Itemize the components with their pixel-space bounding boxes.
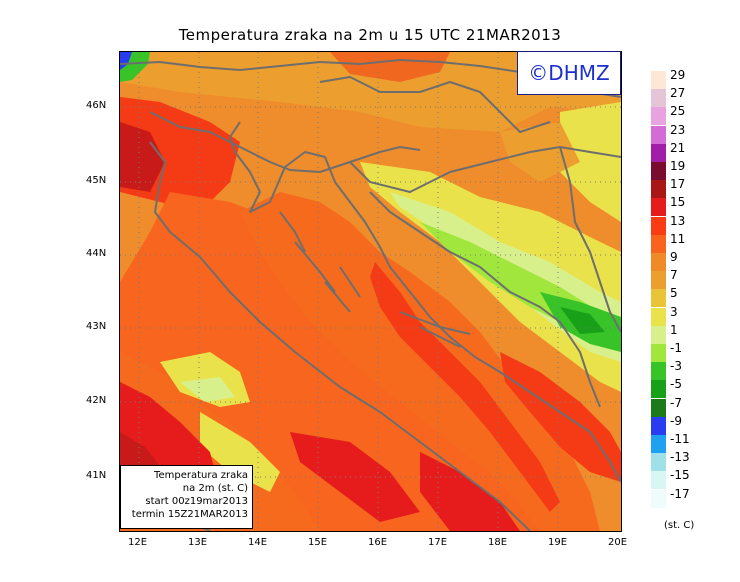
croatia-bosnia-border xyxy=(369,191,601,408)
legend-label: -11 xyxy=(670,432,690,446)
coastline-borders xyxy=(120,59,621,531)
info-start-time: start 00z19mar2013 xyxy=(145,496,248,507)
lon-label: 12E xyxy=(128,537,148,548)
legend-label: 7 xyxy=(670,268,678,283)
bosnia-colder-patch xyxy=(560,307,605,334)
legend-units: (st. C) xyxy=(664,520,695,531)
forecast-info-box: Temperatura zraka na 2m (st. C) start 00… xyxy=(120,465,253,529)
lon-label: 20E xyxy=(608,537,628,548)
legend-label: 13 xyxy=(670,213,686,228)
lon-label: 14E xyxy=(248,537,268,548)
dhmz-logo: ©DHMZ xyxy=(517,51,621,95)
legend-swatch xyxy=(651,271,666,290)
italian-coastline xyxy=(149,141,531,531)
legend-swatch xyxy=(651,362,666,381)
legend-swatch xyxy=(651,416,666,435)
lat-label: 42N xyxy=(86,395,107,406)
legend-swatch xyxy=(651,325,666,344)
legend-label: 27 xyxy=(670,86,686,101)
legend-label: -9 xyxy=(670,413,682,428)
info-valid-time: termin 15Z21MAR2013 xyxy=(131,509,248,520)
legend-swatch xyxy=(651,453,666,472)
lat-label: 44N xyxy=(86,248,107,259)
legend-swatch xyxy=(651,253,666,271)
north-cool-field xyxy=(120,52,621,132)
croatian-coastline xyxy=(234,151,621,483)
legend-swatch xyxy=(651,380,666,399)
legend-swatch xyxy=(651,162,666,180)
legend-swatch xyxy=(651,216,666,235)
legend-label: -1 xyxy=(670,341,682,355)
info-variable: na 2m (st. C) xyxy=(182,483,248,494)
legend-swatch xyxy=(651,289,666,308)
legend-label: 5 xyxy=(670,286,678,301)
alpine-blue-patch xyxy=(120,52,132,70)
legend-swatch xyxy=(651,471,666,490)
hungary-border xyxy=(319,76,551,133)
southern-islands xyxy=(399,311,471,348)
slavonia-field xyxy=(500,122,580,182)
legend-label: -3 xyxy=(670,359,682,374)
legend-label: -17 xyxy=(670,486,690,501)
legend-swatch xyxy=(651,489,666,508)
legend-label: 21 xyxy=(670,140,686,155)
legend-label: 11 xyxy=(670,231,686,246)
legend-swatch xyxy=(651,398,666,417)
legend-label: 29 xyxy=(670,68,686,82)
legend-label: -7 xyxy=(670,395,682,410)
legend-swatch xyxy=(651,89,666,108)
info-product: Temperatura zraka xyxy=(154,470,248,481)
legend-label: -5 xyxy=(670,377,682,392)
legend-label: 9 xyxy=(670,250,678,264)
south-adriatic-hot xyxy=(420,452,520,531)
italy-mountain-lightgreen xyxy=(180,377,235,402)
map-title: Temperatura zraka na 2m u 15 UTC 21MAR20… xyxy=(178,26,562,44)
temperature-map xyxy=(119,51,622,532)
legend-label: 19 xyxy=(670,159,686,173)
dalmatian-islands xyxy=(279,211,361,313)
istria-border xyxy=(229,121,241,153)
legend-label: 3 xyxy=(670,304,678,319)
legend-label: 23 xyxy=(670,122,686,137)
north-warm-patch xyxy=(330,52,450,82)
legend-label: 1 xyxy=(670,322,678,337)
legend-label: 17 xyxy=(670,177,686,192)
legend-swatch xyxy=(651,344,666,362)
legend-swatch xyxy=(651,307,666,326)
lon-label: 15E xyxy=(308,537,328,548)
italy-south-yellow xyxy=(200,412,280,492)
legend-label: 15 xyxy=(670,195,686,210)
legend-swatch xyxy=(651,435,666,453)
lon-label: 18E xyxy=(488,537,508,548)
bosnia-serbia-border xyxy=(559,146,621,333)
legend-swatch xyxy=(651,125,666,144)
lat-label: 45N xyxy=(86,175,107,186)
lon-label: 13E xyxy=(188,537,208,548)
legend-swatch xyxy=(651,71,666,89)
lon-label: 17E xyxy=(428,537,448,548)
legend-swatch xyxy=(651,234,666,253)
lon-label: 16E xyxy=(368,537,388,548)
legend-swatch xyxy=(651,198,666,217)
dalmatia-hot-strip xyxy=(370,262,560,512)
montenegro-hot-strip xyxy=(500,352,621,482)
legend-label: -15 xyxy=(670,468,690,483)
legend-label: 25 xyxy=(670,104,686,119)
lat-label: 43N xyxy=(86,321,107,332)
slovenia-border xyxy=(149,111,421,173)
serbia-yellow-field xyxy=(560,102,621,222)
croatia-hungary-border xyxy=(349,146,621,193)
veneto-dark-patch xyxy=(120,122,165,192)
legend-swatch xyxy=(651,107,666,126)
legend-swatch xyxy=(651,143,666,162)
lat-label: 46N xyxy=(86,100,107,111)
lat-label: 41N xyxy=(86,470,107,481)
temperature-field xyxy=(120,52,621,531)
legend-swatch xyxy=(651,180,666,199)
legend-label: -13 xyxy=(670,450,690,465)
lon-label: 19E xyxy=(548,537,568,548)
